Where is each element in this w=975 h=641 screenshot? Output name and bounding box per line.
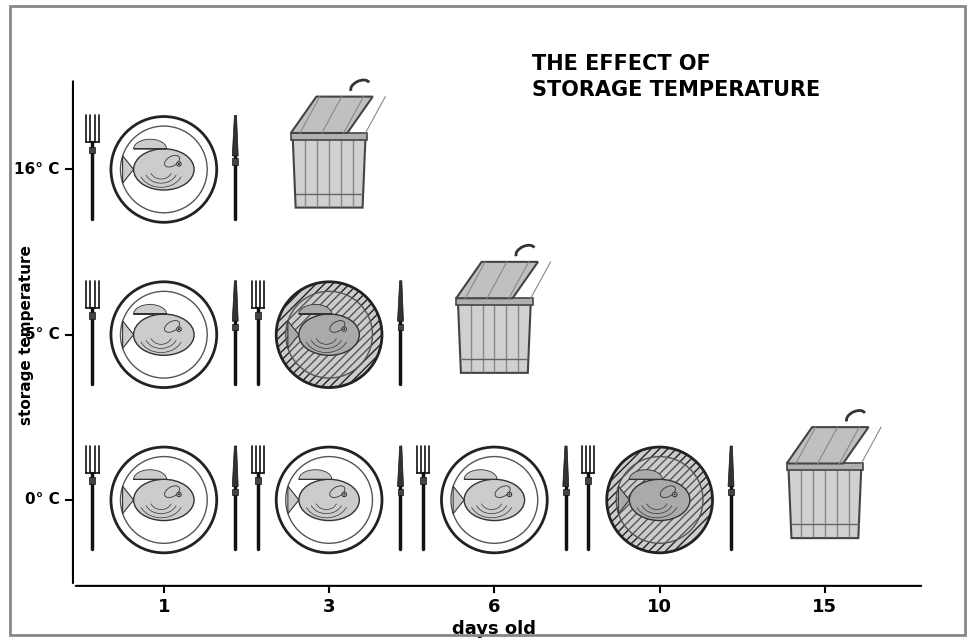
Polygon shape: [288, 321, 299, 349]
Ellipse shape: [660, 486, 676, 497]
Text: 1: 1: [158, 598, 170, 617]
FancyBboxPatch shape: [232, 324, 238, 330]
Circle shape: [286, 291, 372, 378]
Ellipse shape: [165, 320, 179, 332]
Circle shape: [507, 492, 512, 497]
Circle shape: [342, 492, 346, 497]
Polygon shape: [630, 470, 662, 479]
Text: THE EFFECT OF
STORAGE TEMPERATURE: THE EFFECT OF STORAGE TEMPERATURE: [532, 54, 820, 100]
Ellipse shape: [165, 155, 179, 167]
Text: 16° C: 16° C: [15, 162, 59, 177]
FancyBboxPatch shape: [398, 324, 404, 330]
Polygon shape: [134, 304, 167, 314]
Circle shape: [111, 282, 216, 388]
Circle shape: [508, 494, 511, 495]
Polygon shape: [123, 321, 134, 349]
FancyBboxPatch shape: [232, 158, 238, 165]
FancyBboxPatch shape: [456, 298, 532, 305]
FancyBboxPatch shape: [291, 133, 368, 140]
FancyBboxPatch shape: [563, 489, 568, 495]
Circle shape: [442, 447, 547, 553]
Text: 15: 15: [812, 598, 838, 617]
Polygon shape: [618, 486, 630, 513]
Polygon shape: [453, 486, 464, 513]
Text: 6: 6: [488, 598, 500, 617]
FancyBboxPatch shape: [398, 489, 404, 495]
FancyBboxPatch shape: [728, 489, 734, 495]
Ellipse shape: [134, 149, 194, 190]
Circle shape: [451, 456, 538, 544]
Polygon shape: [134, 139, 167, 149]
Text: 5° C: 5° C: [25, 327, 59, 342]
FancyBboxPatch shape: [254, 477, 260, 484]
Circle shape: [286, 456, 372, 544]
FancyBboxPatch shape: [420, 477, 426, 484]
Circle shape: [276, 282, 382, 388]
Polygon shape: [232, 446, 238, 487]
Polygon shape: [464, 470, 497, 479]
Circle shape: [176, 492, 181, 497]
FancyBboxPatch shape: [254, 312, 260, 319]
Ellipse shape: [330, 320, 345, 332]
Polygon shape: [288, 486, 299, 513]
FancyBboxPatch shape: [585, 477, 591, 484]
Ellipse shape: [464, 479, 525, 520]
Circle shape: [177, 328, 180, 330]
FancyBboxPatch shape: [90, 477, 96, 484]
Text: 10: 10: [647, 598, 672, 617]
FancyBboxPatch shape: [787, 463, 863, 470]
Polygon shape: [299, 304, 332, 314]
Polygon shape: [299, 470, 332, 479]
Text: storage temperature: storage temperature: [20, 245, 34, 424]
Ellipse shape: [495, 486, 510, 497]
Circle shape: [177, 494, 180, 495]
Ellipse shape: [134, 479, 194, 520]
Ellipse shape: [299, 479, 360, 520]
Polygon shape: [398, 281, 404, 321]
Polygon shape: [123, 156, 134, 183]
Circle shape: [343, 328, 345, 330]
Ellipse shape: [299, 314, 360, 355]
Circle shape: [121, 456, 208, 544]
Polygon shape: [728, 446, 734, 487]
FancyBboxPatch shape: [90, 147, 96, 153]
Ellipse shape: [134, 314, 194, 355]
Circle shape: [111, 117, 216, 222]
Circle shape: [673, 492, 677, 497]
Polygon shape: [789, 469, 861, 538]
Circle shape: [674, 494, 676, 495]
Circle shape: [342, 327, 346, 331]
Polygon shape: [563, 446, 568, 487]
Polygon shape: [232, 115, 238, 156]
Circle shape: [121, 291, 208, 378]
Polygon shape: [291, 97, 372, 133]
Circle shape: [111, 447, 216, 553]
Polygon shape: [232, 281, 238, 321]
Circle shape: [276, 447, 382, 553]
Circle shape: [177, 163, 180, 165]
Circle shape: [343, 494, 345, 495]
Circle shape: [176, 327, 181, 331]
Polygon shape: [134, 470, 167, 479]
Polygon shape: [458, 303, 530, 373]
Circle shape: [606, 447, 713, 553]
Polygon shape: [398, 446, 404, 487]
Ellipse shape: [630, 479, 690, 520]
Circle shape: [176, 162, 181, 166]
Ellipse shape: [165, 486, 179, 497]
Polygon shape: [123, 486, 134, 513]
Ellipse shape: [330, 486, 345, 497]
FancyBboxPatch shape: [90, 312, 96, 319]
Text: days old: days old: [452, 620, 536, 638]
Circle shape: [616, 456, 703, 544]
FancyBboxPatch shape: [232, 489, 238, 495]
Text: 0° C: 0° C: [25, 492, 59, 508]
Polygon shape: [456, 262, 538, 298]
Polygon shape: [787, 427, 869, 463]
Circle shape: [121, 126, 208, 213]
Polygon shape: [292, 138, 366, 208]
Text: 3: 3: [323, 598, 335, 617]
